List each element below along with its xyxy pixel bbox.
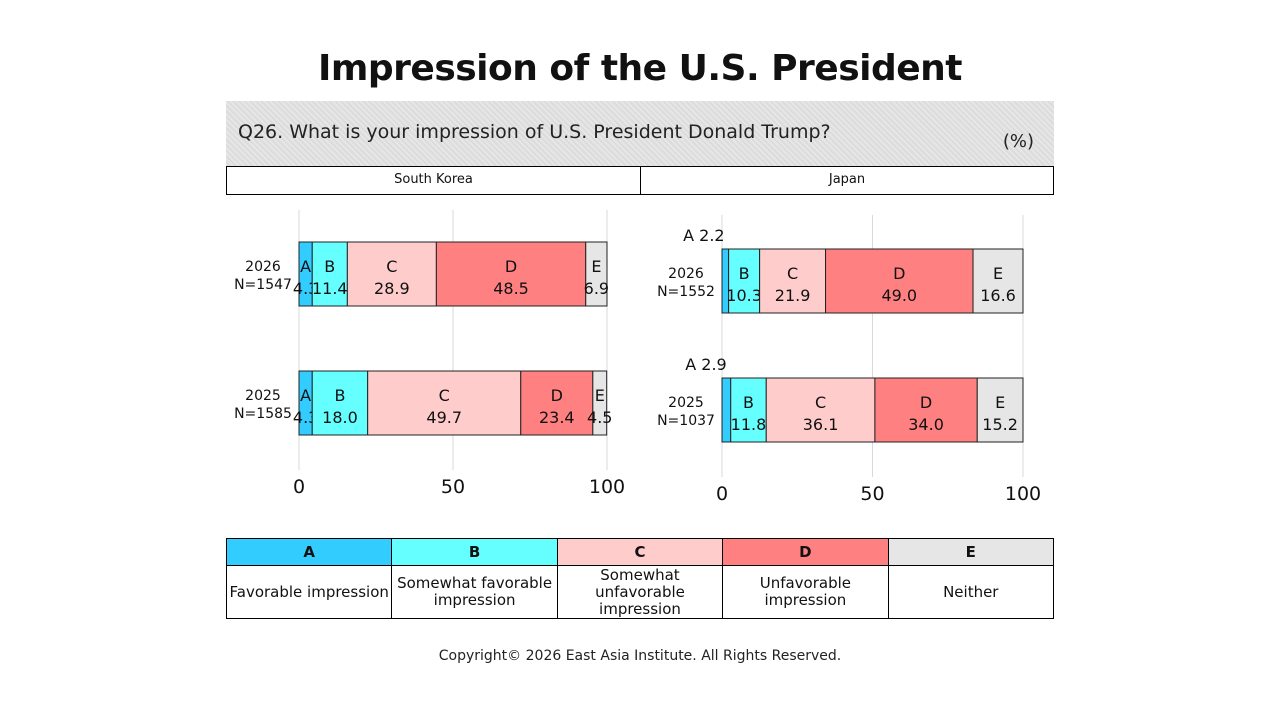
south-korea-segment-key-label: E	[591, 257, 601, 276]
japan-bar-segment-e	[976, 377, 1024, 443]
south-korea-data-label: 23.4	[539, 408, 575, 427]
japan-data-label: 49.0	[881, 286, 917, 305]
japan-x-tick-label: 100	[1005, 483, 1041, 505]
south-korea-data-label: 49.7	[426, 408, 462, 427]
japan-data-label: 10.3	[726, 286, 762, 305]
japan-data-label: 11.8	[731, 415, 767, 434]
south-korea-bar-segment-b	[311, 370, 369, 436]
south-korea-bar-segment-d	[435, 241, 587, 307]
south-korea-segment-key-label: E	[595, 386, 605, 405]
south-korea-segment-key-label: A	[300, 386, 311, 405]
japan-bar-segment-e	[972, 248, 1024, 314]
japan-row-label: 2026	[668, 266, 704, 282]
legend-text-c: Somewhat unfavorable impression	[556, 565, 724, 619]
legend-key-d: D	[722, 538, 889, 566]
legend-text-b: Somewhat favorable impression	[391, 565, 558, 619]
japan-segment-key-label: D	[920, 393, 932, 412]
japan-segment-key-label: E	[993, 264, 1003, 283]
south-korea-segment-key-label: B	[334, 386, 345, 405]
japan-data-label-outside: A 2.9	[685, 355, 726, 374]
legend-table: A B C D E Favorable impression Somewhat …	[225, 538, 1055, 619]
south-korea-data-label: 6.9	[584, 279, 609, 298]
question-text: Q26. What is your impression of U.S. Pre…	[238, 121, 831, 143]
south-korea-row-label: 2026	[245, 259, 281, 275]
south-korea-segment-key-label: C	[386, 257, 397, 276]
japan-row-label: N=1037	[657, 413, 715, 429]
legend-key-c: C	[556, 538, 724, 566]
unit-label: (%)	[1002, 131, 1034, 152]
south-korea-row-label: 2025	[245, 388, 281, 404]
south-korea-segment-key-label: D	[551, 386, 563, 405]
legend-key-b: B	[391, 538, 558, 566]
japan-row-label: N=1552	[657, 284, 715, 300]
copyright-notice: Copyright© 2026 East Asia Institute. All…	[438, 648, 842, 664]
south-korea-bar-segment-d	[520, 370, 594, 436]
japan-bar-segment-d	[874, 377, 978, 443]
south-korea-x-tick-label: 100	[589, 476, 625, 498]
japan-bar-segment-d	[825, 248, 974, 314]
page-title: Impression of the U.S. President	[317, 48, 963, 89]
japan-segment-key-label: C	[815, 393, 826, 412]
south-korea-row-label: N=1585	[234, 406, 292, 422]
south-korea-bar-segment-b	[311, 241, 348, 307]
japan-x-tick-label: 0	[716, 483, 728, 505]
south-korea-row-label: N=1547	[234, 277, 292, 293]
south-korea-bar-segment-e	[585, 241, 608, 307]
japan-data-label: 21.9	[775, 286, 811, 305]
south-korea-x-tick-label: 0	[293, 476, 305, 498]
japan-data-label-outside: A 2.2	[683, 226, 724, 245]
japan-segment-key-label: B	[743, 393, 754, 412]
south-korea-segment-key-label: C	[439, 386, 450, 405]
south-korea-segment-key-label: B	[324, 257, 335, 276]
japan-bar-segment-a	[721, 377, 732, 443]
south-korea-bar-segment-c	[346, 241, 437, 307]
south-korea-segment-key-label: A	[300, 257, 311, 276]
japan-row-label: 2025	[668, 395, 704, 411]
legend-text-d: Unfavorable impression	[722, 565, 889, 619]
japan-segment-key-label: E	[995, 393, 1005, 412]
panel-header-japan: Japan	[640, 166, 1054, 195]
south-korea-segment-key-label: D	[505, 257, 517, 276]
japan-segment-key-label: B	[739, 264, 750, 283]
legend-text-row: Favorable impression Somewhat favorable …	[225, 565, 1055, 619]
legend-text-e: Neither	[887, 565, 1055, 619]
japan-x-tick-label: 50	[860, 483, 884, 505]
question-banner: Q26. What is your impression of U.S. Pre…	[226, 101, 1054, 166]
legend-key-row: A B C D E	[225, 538, 1055, 566]
south-korea-data-label: 11.4	[312, 279, 348, 298]
legend-key-e: E	[887, 538, 1055, 566]
south-korea-data-label: 18.0	[322, 408, 358, 427]
japan-data-label: 16.6	[980, 286, 1016, 305]
japan-data-label: 36.1	[803, 415, 839, 434]
south-korea-data-label: 48.5	[493, 279, 529, 298]
japan-data-label: 15.2	[982, 415, 1018, 434]
japan-data-label: 34.0	[908, 415, 944, 434]
south-korea-bar-segment-e	[592, 370, 608, 436]
japan-bar-segment-c	[759, 248, 827, 314]
legend-text-a: Favorable impression	[225, 565, 393, 619]
japan-segment-key-label: C	[787, 264, 798, 283]
south-korea-data-label: 28.9	[374, 279, 410, 298]
south-korea-x-tick-label: 50	[441, 476, 465, 498]
legend-key-a: A	[225, 538, 393, 566]
japan-segment-key-label: D	[893, 264, 905, 283]
south-korea-data-label: 4.5	[587, 408, 612, 427]
south-korea-bar-segment-c	[367, 370, 522, 436]
